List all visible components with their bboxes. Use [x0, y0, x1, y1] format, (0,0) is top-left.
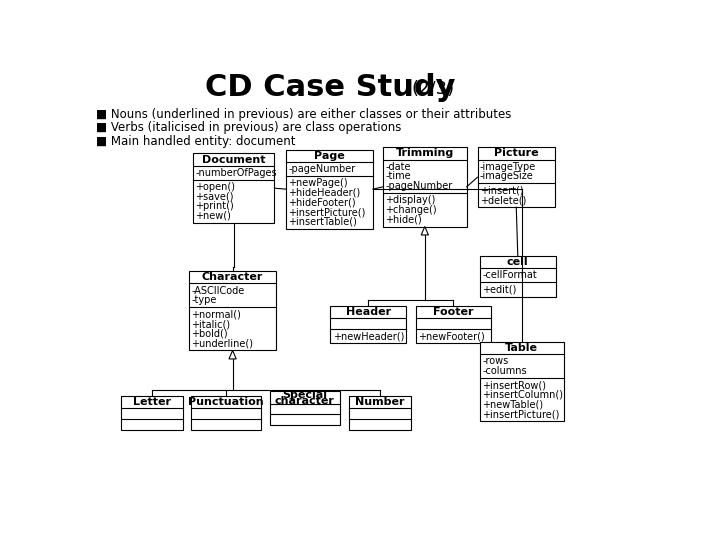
Bar — [477, 147, 555, 207]
Text: cell: cell — [507, 257, 528, 267]
Bar — [480, 342, 564, 421]
Bar — [286, 150, 373, 229]
Text: Document: Document — [202, 154, 266, 165]
Text: -pageNumber: -pageNumber — [385, 181, 453, 191]
Text: +new(): +new() — [195, 211, 231, 221]
Text: +insertPicture(): +insertPicture() — [482, 409, 559, 419]
Text: +bold(): +bold() — [192, 329, 228, 339]
Text: +edit(): +edit() — [482, 285, 516, 294]
Bar — [480, 256, 556, 296]
Text: -imageType: -imageType — [480, 161, 536, 172]
Text: Trimming: Trimming — [396, 148, 454, 158]
Text: +underline(): +underline() — [192, 339, 253, 348]
Bar — [193, 153, 274, 223]
Text: ■ Main handled entity: document: ■ Main handled entity: document — [96, 134, 296, 147]
Text: +newHeader(): +newHeader() — [333, 331, 404, 341]
Text: +italic(): +italic() — [192, 319, 230, 329]
Text: -date: -date — [385, 161, 411, 172]
Bar — [191, 396, 261, 430]
Text: +hideHeader(): +hideHeader() — [289, 188, 361, 198]
Text: -pageNumber: -pageNumber — [289, 164, 356, 174]
Text: Header: Header — [346, 307, 391, 317]
Text: ■ Verbs (italicised in previous) are class operations: ■ Verbs (italicised in previous) are cla… — [96, 122, 402, 134]
Text: +newPage(): +newPage() — [289, 178, 348, 188]
Text: +display(): +display() — [385, 195, 436, 205]
Text: Footer: Footer — [433, 307, 474, 317]
Text: +hide(): +hide() — [385, 214, 422, 225]
Text: +insertRow(): +insertRow() — [482, 380, 546, 390]
Text: +insertColumn(): +insertColumn() — [482, 390, 563, 400]
Bar — [349, 396, 411, 430]
Text: Character: Character — [202, 272, 264, 282]
Text: ■ Nouns (underlined in previous) are either classes or their attributes: ■ Nouns (underlined in previous) are eit… — [96, 109, 512, 122]
Text: -numberOfPages: -numberOfPages — [195, 168, 277, 178]
Text: +insert(): +insert() — [480, 186, 523, 195]
Bar — [189, 271, 276, 350]
Text: Picture: Picture — [494, 148, 539, 158]
Text: -rows: -rows — [482, 356, 508, 367]
Text: +change(): +change() — [385, 205, 437, 215]
Text: Table: Table — [505, 343, 538, 353]
Bar — [270, 392, 340, 425]
Text: Letter: Letter — [133, 397, 171, 407]
Text: Special: Special — [282, 390, 327, 400]
Text: Punctuation: Punctuation — [188, 397, 264, 407]
Text: -ASCIICode: -ASCIICode — [192, 286, 245, 295]
Text: +print(): +print() — [195, 201, 234, 211]
Text: +newFooter(): +newFooter() — [418, 331, 485, 341]
Bar — [415, 306, 492, 343]
Polygon shape — [229, 350, 236, 359]
Text: Page: Page — [314, 151, 345, 161]
Text: +hideFooter(): +hideFooter() — [289, 198, 356, 207]
Text: -type: -type — [192, 295, 217, 305]
Text: Number: Number — [355, 397, 405, 407]
Text: +open(): +open() — [195, 182, 235, 192]
Text: -columns: -columns — [482, 366, 527, 376]
Text: character: character — [275, 396, 335, 406]
Text: -imageSize: -imageSize — [480, 171, 534, 181]
Bar — [383, 147, 467, 226]
Text: -time: -time — [385, 171, 411, 181]
Polygon shape — [421, 226, 428, 235]
Text: +delete(): +delete() — [480, 195, 526, 205]
Text: +save(): +save() — [195, 192, 234, 201]
Text: +normal(): +normal() — [192, 309, 241, 320]
Text: -cellFormat: -cellFormat — [482, 270, 537, 280]
Text: +insertTable(): +insertTable() — [289, 217, 357, 227]
Text: (2/3): (2/3) — [412, 80, 455, 98]
Text: +insertPicture(): +insertPicture() — [289, 207, 366, 217]
Text: CD Case Study: CD Case Study — [205, 73, 456, 103]
Text: +newTable(): +newTable() — [482, 400, 544, 409]
Bar — [121, 396, 183, 430]
Bar — [330, 306, 406, 343]
